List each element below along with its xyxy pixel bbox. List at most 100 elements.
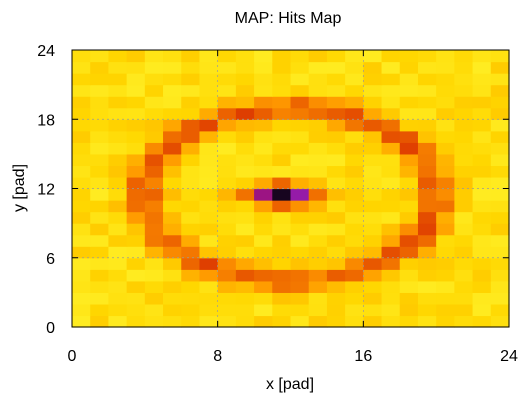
- heatmap-cell: [90, 188, 110, 201]
- heatmap-cell: [345, 234, 364, 247]
- heatmap-cell: [72, 234, 91, 247]
- heatmap-cell: [290, 153, 310, 167]
- heatmap-cell: [436, 73, 455, 86]
- heatmap-cell: [254, 96, 273, 109]
- heatmap-cell: [254, 142, 273, 155]
- heatmap-cell: [326, 188, 346, 201]
- heatmap-cell: [163, 119, 182, 132]
- heatmap-cell: [126, 303, 146, 317]
- heatmap-cell: [417, 176, 437, 190]
- x-axis-ticks: 0 8 16 24: [68, 50, 518, 365]
- heatmap-cell: [399, 165, 419, 178]
- heatmap-cell: [72, 188, 91, 201]
- heatmap-cell: [290, 234, 310, 247]
- heatmap-cell: [399, 142, 419, 155]
- heatmap-cell: [326, 61, 346, 74]
- heatmap-cell: [254, 200, 273, 213]
- heatmap-cell: [272, 84, 292, 97]
- heatmap-cell: [108, 119, 128, 132]
- heatmap-cell: [235, 246, 255, 259]
- heatmap-cell: [454, 292, 474, 305]
- heatmap-cell: [290, 73, 310, 86]
- heatmap-cell: [144, 223, 164, 236]
- heatmap-cell: [381, 142, 401, 155]
- heatmap-cell: [272, 50, 292, 63]
- heatmap-cell: [199, 303, 219, 317]
- heatmap-cell: [290, 50, 310, 63]
- heatmap-cell: [436, 107, 455, 120]
- heatmap-cell: [290, 188, 310, 201]
- heatmap-cell: [217, 153, 237, 167]
- heatmap-cell: [436, 61, 455, 74]
- heatmap-cell: [472, 176, 492, 190]
- heatmap-cell: [326, 142, 346, 155]
- heatmap-cell: [308, 292, 328, 305]
- heatmap-cell: [454, 234, 474, 247]
- heatmap-cell: [326, 96, 346, 109]
- heatmap-cell: [363, 223, 383, 236]
- heatmap-cell: [472, 107, 492, 120]
- heatmap-cell: [472, 119, 492, 132]
- heatmap-cell: [90, 96, 110, 109]
- heatmap-cell: [199, 165, 219, 178]
- heatmap-cell: [399, 176, 419, 190]
- heatmap-cell: [417, 303, 437, 317]
- heatmap-cell: [363, 84, 383, 97]
- heatmap-cell: [363, 211, 383, 224]
- heatmap-cell: [254, 165, 273, 178]
- heatmap-cell: [108, 96, 128, 109]
- heatmap-cell: [163, 107, 182, 120]
- heatmap-cell: [108, 269, 128, 282]
- heatmap-cell: [144, 188, 164, 201]
- heatmap-cell: [436, 223, 455, 236]
- heatmap-cell: [490, 73, 510, 86]
- heatmap-cell: [108, 107, 128, 120]
- heatmap-cell: [345, 50, 364, 63]
- heatmap-cell: [472, 50, 492, 63]
- heatmap-cell: [436, 234, 455, 247]
- heatmap-cell: [108, 280, 128, 293]
- heatmap-cell: [235, 50, 255, 63]
- heatmap-cell: [454, 61, 474, 74]
- heatmap-cell: [72, 84, 91, 97]
- heatmap-cell: [217, 142, 237, 155]
- heatmap-cell: [217, 257, 237, 270]
- heatmap-cell: [217, 234, 237, 247]
- heatmap-cell: [108, 73, 128, 86]
- heatmap-cell: [163, 246, 182, 259]
- heatmap-cell: [363, 176, 383, 190]
- heatmap-cell: [199, 61, 219, 74]
- heatmap-cell: [272, 96, 292, 109]
- heatmap-cell: [399, 223, 419, 236]
- heatmap-cell: [290, 84, 310, 97]
- heatmap-cell: [199, 130, 219, 143]
- heatmap-cell: [90, 165, 110, 178]
- heatmap-cell: [90, 176, 110, 190]
- heatmap-cell: [436, 280, 455, 293]
- heatmap-cell: [399, 130, 419, 143]
- heatmap-cell: [399, 303, 419, 317]
- heatmap-cell: [472, 96, 492, 109]
- heatmap-cell: [472, 280, 492, 293]
- y-axis-ticks: 0 6 12 18 24: [37, 43, 509, 337]
- heatmap-cell: [126, 269, 146, 282]
- heatmap-cell: [272, 61, 292, 74]
- heatmap-cell: [472, 61, 492, 74]
- heatmap-cell: [90, 153, 110, 167]
- heatmap-cell: [163, 50, 182, 63]
- heatmap-cell: [108, 50, 128, 63]
- heatmap-cell: [181, 84, 201, 97]
- heatmap-cell: [472, 246, 492, 259]
- heatmap-cell: [290, 280, 310, 293]
- heatmap-cell: [436, 257, 455, 270]
- heatmap-cell: [254, 176, 273, 190]
- heatmap-cell: [108, 257, 128, 270]
- heatmap-cell: [272, 246, 292, 259]
- heatmap-cell: [144, 176, 164, 190]
- heatmap-cell: [108, 188, 128, 201]
- heatmap-cell: [272, 315, 292, 328]
- heatmap-cell: [108, 200, 128, 213]
- heatmap-cell: [417, 84, 437, 97]
- heatmap-cell: [399, 119, 419, 132]
